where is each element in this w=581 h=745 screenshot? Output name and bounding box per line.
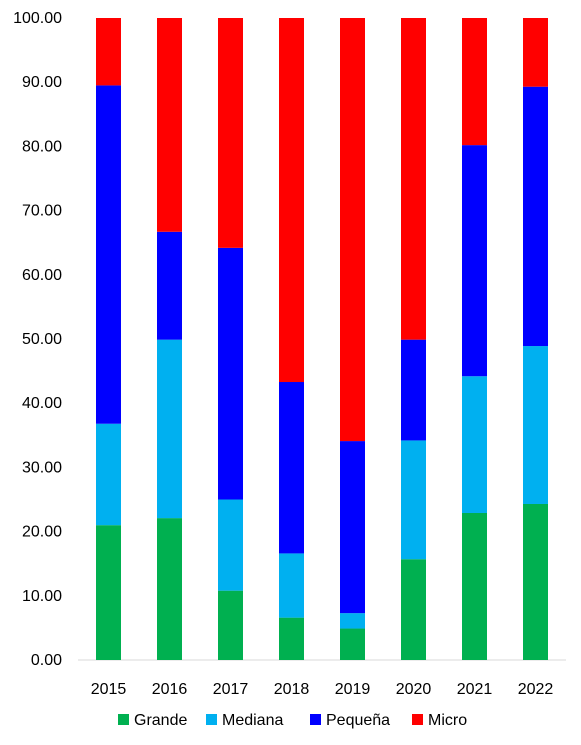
bar-segment-micro-2015	[96, 18, 121, 86]
bar-segment-grande-2018	[279, 617, 304, 660]
y-tick-label: 80.00	[22, 138, 62, 155]
bar-segment-peque-a-2019	[340, 441, 365, 614]
bar-segment-mediana-2018	[279, 553, 304, 618]
legend-swatch	[206, 714, 217, 725]
legend-label: Grande	[134, 712, 187, 729]
x-axis-tick-labels: 2015 2016 2017 2018 2019 2020 2021 2022	[91, 681, 554, 698]
bar-segment-grande-2017	[218, 590, 243, 660]
y-axis-tick-labels: 0.00 10.00 20.00 30.00 40.00 50.00 60.00 70.00 8…	[13, 10, 62, 669]
y-tick-label: 0.00	[31, 652, 62, 669]
bar-segment-micro-2022	[523, 18, 548, 87]
y-tick-label: 70.00	[22, 203, 62, 220]
legend-swatch	[118, 714, 129, 725]
legend-swatch	[310, 714, 321, 725]
y-tick-label: 100.00	[13, 10, 62, 27]
x-tick-label: 2021	[457, 681, 493, 698]
y-tick-label: 90.00	[22, 74, 62, 91]
bar-segment-peque-a-2021	[462, 145, 487, 377]
x-tick-label: 2022	[518, 681, 554, 698]
y-tick-label: 50.00	[22, 331, 62, 348]
bar-segment-mediana-2017	[218, 499, 243, 591]
x-tick-label: 2017	[213, 681, 249, 698]
legend-label: Pequeña	[326, 712, 390, 729]
bar-segment-grande-2019	[340, 628, 365, 660]
x-tick-label: 2018	[274, 681, 310, 698]
bar-segment-grande-2022	[523, 503, 548, 660]
legend-label: Mediana	[222, 712, 283, 729]
bar-segment-micro-2019	[340, 18, 365, 442]
legend: Grande Mediana Pequeña Micro	[118, 712, 467, 729]
bar-segment-mediana-2021	[462, 376, 487, 513]
bar-segment-mediana-2019	[340, 613, 365, 629]
bar-segment-peque-a-2017	[218, 247, 243, 500]
y-tick-label: 40.00	[22, 395, 62, 412]
bar-segment-grande-2016	[157, 518, 182, 660]
y-tick-label: 60.00	[22, 267, 62, 284]
bar-segment-micro-2021	[462, 18, 487, 146]
bar-segment-micro-2018	[279, 18, 304, 383]
bar-segment-grande-2021	[462, 512, 487, 660]
bar-segment-mediana-2022	[523, 346, 548, 504]
y-tick-label: 20.00	[22, 524, 62, 541]
y-tick-label: 10.00	[22, 588, 62, 605]
bar-segment-peque-a-2016	[157, 231, 182, 340]
bar-segment-peque-a-2020	[401, 339, 426, 441]
bar-segment-peque-a-2022	[523, 86, 548, 347]
bar-segment-grande-2015	[96, 525, 121, 660]
x-tick-label: 2015	[91, 681, 127, 698]
bar-segment-micro-2020	[401, 18, 426, 340]
x-tick-label: 2019	[335, 681, 371, 698]
bar-segment-peque-a-2018	[279, 382, 304, 554]
bar-segment-mediana-2016	[157, 339, 182, 519]
legend-swatch	[412, 714, 423, 725]
legend-label: Micro	[428, 712, 467, 729]
x-tick-label: 2020	[396, 681, 432, 698]
bar-segment-mediana-2020	[401, 440, 426, 560]
bar-segment-mediana-2015	[96, 423, 121, 526]
bars	[96, 18, 548, 660]
bar-segment-micro-2016	[157, 18, 182, 232]
bar-segment-peque-a-2015	[96, 85, 121, 424]
bar-segment-micro-2017	[218, 18, 243, 248]
bar-segment-grande-2020	[401, 559, 426, 660]
y-tick-label: 30.00	[22, 459, 62, 476]
x-tick-label: 2016	[152, 681, 188, 698]
